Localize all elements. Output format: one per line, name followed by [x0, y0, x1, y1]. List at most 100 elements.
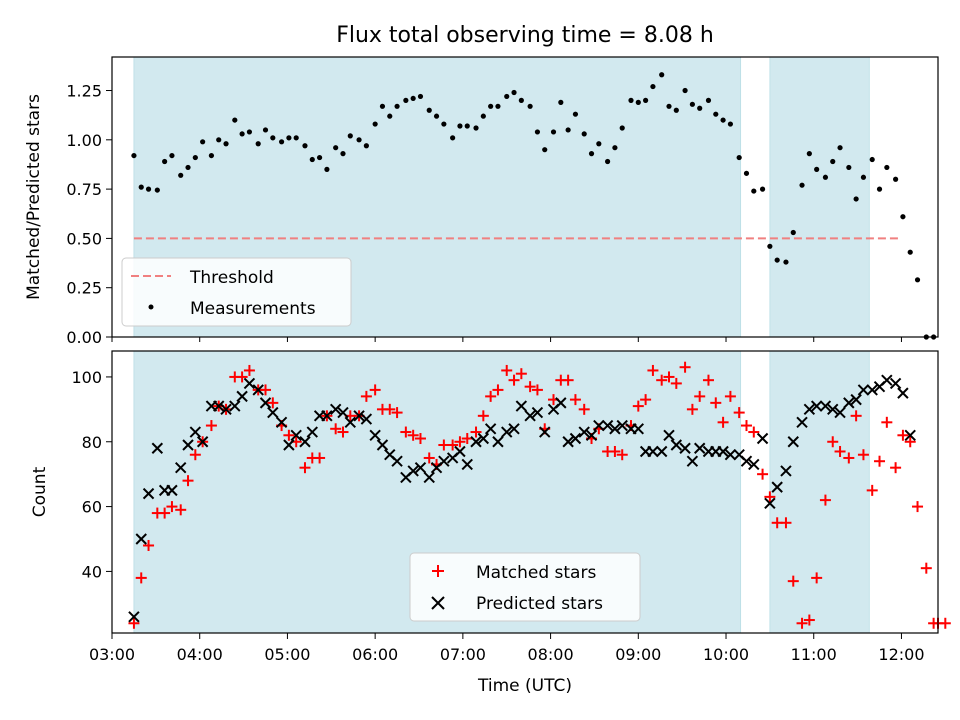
predicted-star-point	[655, 445, 668, 458]
matched-star-point	[748, 426, 760, 438]
measurement-point	[518, 97, 524, 103]
predicted-star-point	[515, 400, 528, 412]
measurement-point	[131, 152, 137, 159]
measurement-point	[682, 87, 688, 94]
predicted-star-point	[585, 429, 598, 441]
matched-star-point	[656, 374, 668, 386]
x-tick-label: 11:00	[791, 645, 837, 664]
predicted-star-point	[578, 426, 590, 438]
matched-star-point	[135, 572, 147, 584]
predicted-star-point	[306, 426, 318, 438]
predicted-star-point	[593, 419, 605, 432]
measurement-point	[488, 103, 494, 109]
measurement-point	[650, 83, 656, 90]
predicted-star-point	[376, 439, 389, 451]
top-legend-box	[121, 257, 352, 327]
matched-star-point	[939, 617, 951, 629]
predicted-star-point	[764, 497, 776, 510]
predicted-star-point	[850, 393, 862, 406]
matched-star-point	[501, 364, 513, 376]
measurement-point	[876, 186, 883, 192]
predicted-star-point	[679, 442, 691, 454]
predicted-star-point	[151, 442, 164, 454]
measurement-point	[154, 187, 160, 193]
measurement-point	[309, 156, 315, 163]
predicted-star-point	[717, 445, 729, 458]
predicted-star-point	[647, 445, 659, 458]
measurement-point	[239, 131, 245, 137]
bottom-panel: 40 60 80 100 03:00 04:00 05:00 06:00 07:00 08:00…	[30, 350, 951, 696]
matched-star-point	[299, 462, 311, 474]
legend-measurements-label: Measurements	[190, 299, 316, 319]
predicted-star-point	[771, 481, 783, 493]
measurement-point	[473, 125, 479, 131]
measurement-point	[340, 151, 346, 157]
matched-star-point	[423, 452, 435, 464]
measurement-point	[302, 143, 308, 149]
predicted-star-point	[531, 406, 544, 419]
predicted-star-point	[492, 436, 504, 448]
measurement-point	[192, 154, 198, 161]
measurement-point	[278, 139, 285, 145]
measurement-point	[216, 137, 222, 143]
predicted-star-point	[693, 442, 706, 454]
x-tick-label: 06:00	[352, 645, 398, 664]
matched-star-point	[260, 384, 272, 396]
bottom-y-axis-label: Count	[30, 466, 50, 517]
matched-star-point	[740, 420, 752, 432]
matched-star-point	[391, 407, 403, 419]
matched-star-point	[843, 452, 855, 464]
measurement-point	[713, 111, 719, 117]
measurement-point	[542, 147, 548, 153]
matched-star-point	[811, 572, 823, 584]
top-y-axis-label: Matched/Predicted stars	[24, 94, 44, 300]
predicted-star-point	[299, 436, 311, 448]
y-tick-label: 0.00	[66, 328, 102, 347]
matched-star-point	[337, 426, 349, 438]
predicted-star-point	[414, 461, 427, 474]
predicted-star-point	[461, 458, 473, 471]
predicted-star-point	[128, 611, 140, 623]
matched-star-point	[531, 384, 543, 396]
measurement-point	[628, 97, 634, 103]
y-tick-label: 60	[82, 498, 102, 517]
predicted-star-point	[803, 403, 816, 416]
predicted-star-point	[135, 533, 147, 545]
matched-star-point	[166, 501, 178, 513]
measurement-point	[774, 257, 780, 263]
matched-star-point	[454, 436, 466, 448]
measurement-point	[270, 135, 276, 141]
measurement-point	[138, 184, 144, 190]
measurement-point	[830, 158, 836, 165]
predicted-star-point	[369, 429, 381, 441]
matched-star-point	[182, 475, 194, 487]
matched-star-point	[569, 394, 581, 406]
matched-star-point	[508, 374, 520, 386]
measurement-point	[572, 111, 579, 117]
measurement-point	[162, 158, 168, 165]
measurement-point	[743, 170, 750, 176]
predicted-star-point	[819, 400, 832, 412]
matched-star-point	[670, 377, 682, 389]
measurement-point	[441, 121, 447, 127]
top-legend: Threshold Measurements	[121, 257, 352, 327]
y-tick-label: 100	[71, 368, 102, 387]
measurement-point	[605, 158, 611, 165]
predicted-star-point	[321, 410, 333, 422]
measurement-point	[208, 152, 215, 159]
bottom-x-axis-ticks: 03:00 04:00 05:00 06:00 07:00 08:00 09:00 10:00…	[89, 633, 925, 664]
predicted-star-point	[555, 397, 567, 409]
matched-star-point	[881, 416, 893, 428]
measurement-point	[495, 103, 501, 109]
measurement-point	[619, 125, 625, 131]
legend-threshold-label: Threshold	[189, 268, 274, 288]
predicted-star-point	[243, 377, 256, 390]
measurement-point	[480, 113, 486, 119]
bottom-legend-box	[409, 552, 641, 622]
measurement-point	[356, 137, 362, 143]
matched-star-point	[920, 562, 932, 574]
legend-matched-swatch	[432, 565, 444, 577]
predicted-star-point	[423, 471, 435, 484]
top-x-axis-ticks	[111, 337, 902, 342]
